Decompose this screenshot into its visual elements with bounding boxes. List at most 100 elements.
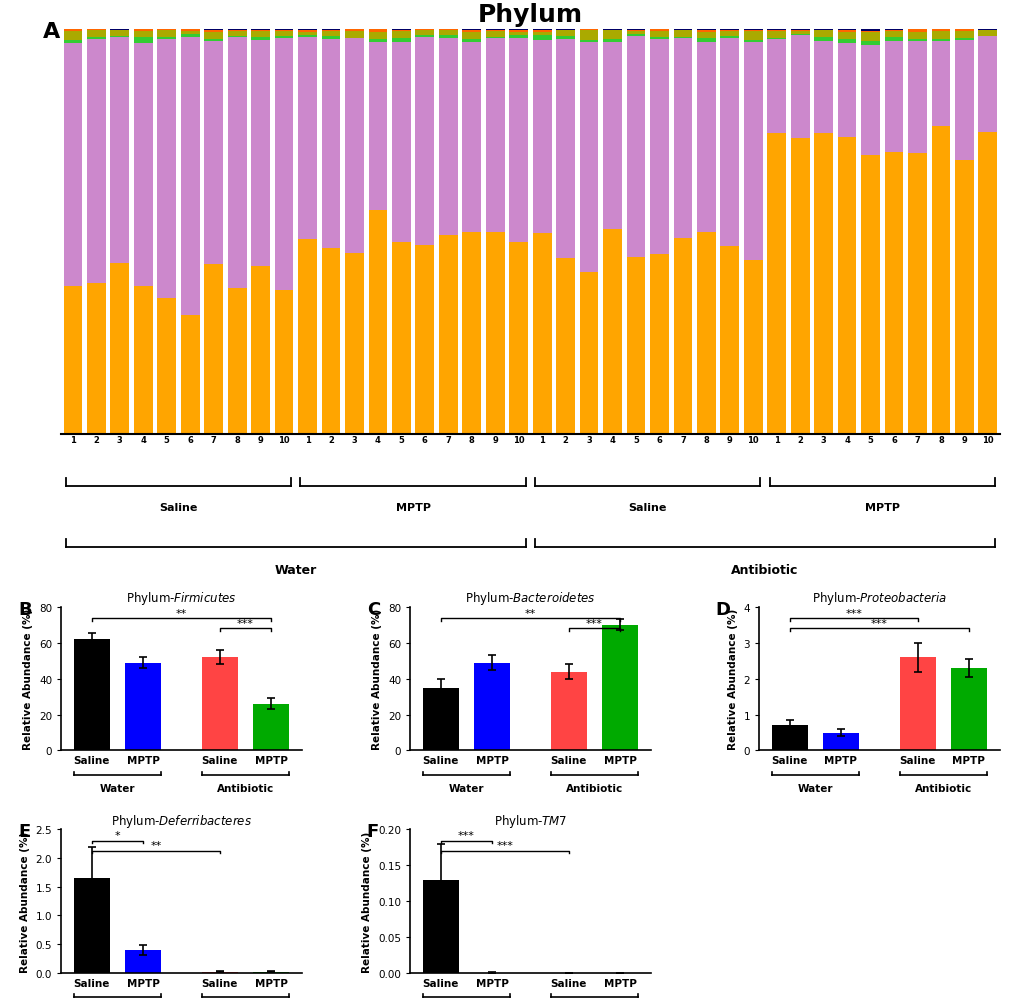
Bar [368,30,387,33]
Bar [157,299,176,434]
Bar [321,32,340,36]
Y-axis label: Relative Abundance (%): Relative Abundance (%) [20,830,30,972]
Text: *: * [114,830,120,841]
Bar [743,261,762,434]
Bar [462,33,481,40]
Bar [899,658,934,750]
Bar [474,663,510,750]
Bar [321,40,340,249]
Text: Antibiotic: Antibiotic [731,564,798,577]
Bar [860,46,879,155]
Bar [837,40,856,43]
Bar [649,38,668,40]
Bar [180,30,200,32]
Text: MPTP: MPTP [395,503,430,513]
Bar [274,37,293,38]
Bar [125,663,161,750]
Bar [626,36,645,258]
Text: Saline: Saline [628,503,666,513]
Text: Saline: Saline [159,503,198,513]
Bar [344,39,364,254]
Bar [602,43,622,231]
Bar [391,43,411,243]
Bar [626,32,645,35]
Bar [790,31,809,34]
Bar [227,289,247,434]
Bar [462,40,481,43]
Bar [274,291,293,434]
Bar [438,31,458,36]
Bar [157,31,176,38]
Bar [602,31,622,40]
Title: Phylum: Phylum [477,3,583,27]
Bar [771,725,807,750]
Bar [298,38,317,240]
Bar [110,264,129,434]
Bar [485,39,504,233]
Bar [673,39,692,239]
Bar [579,31,598,41]
Text: B: B [18,600,32,618]
Text: Antibiotic: Antibiotic [566,783,623,793]
Bar [743,40,762,43]
Bar [204,31,223,32]
Bar [368,212,387,434]
Bar [766,39,786,40]
Bar [696,233,715,434]
Text: ***: *** [845,608,861,618]
Bar [391,39,411,43]
Bar [696,39,715,43]
Bar [204,41,223,265]
Bar [110,38,129,264]
Bar [883,31,903,38]
Bar [415,31,434,36]
Title: Phylum-$\it{Deferribacteres}$: Phylum-$\it{Deferribacteres}$ [111,812,252,829]
Bar [133,287,153,434]
Bar [743,32,762,40]
Text: Water: Water [100,783,136,793]
Bar [649,30,668,32]
Bar [274,38,293,291]
Y-axis label: Relative Abundance (%): Relative Abundance (%) [362,830,372,972]
Bar [344,31,364,39]
Bar [719,247,739,434]
Bar [813,134,833,434]
Bar [423,688,459,750]
Bar [907,42,926,153]
Bar [673,31,692,38]
Bar [251,41,270,267]
Bar [74,879,110,973]
Bar [508,32,528,36]
Bar [930,127,950,434]
Text: Water: Water [274,564,317,577]
Title: Phylum-$\it{Bacteroidetes}$: Phylum-$\it{Bacteroidetes}$ [465,590,595,607]
Bar [977,31,997,37]
Bar [601,625,637,750]
Bar [977,132,997,434]
Bar [954,40,973,160]
Bar [954,32,973,38]
Bar [930,40,950,42]
Bar [438,236,458,434]
Bar [368,43,387,212]
Bar [227,37,247,289]
Bar [813,41,833,134]
Bar [860,155,879,434]
Bar [133,38,153,43]
Bar [274,32,293,37]
Bar [579,273,598,434]
Bar [696,31,715,32]
Bar [907,30,926,33]
Text: Antibiotic: Antibiotic [914,783,971,793]
Bar [696,32,715,39]
Bar [344,30,364,31]
Title: Phylum-$\it{TM7}$: Phylum-$\it{TM7}$ [493,812,567,829]
Bar [579,42,598,273]
Bar [954,160,973,434]
Bar [883,153,903,434]
Y-axis label: Relative Abundance (%): Relative Abundance (%) [23,609,34,749]
Bar [626,258,645,434]
Bar [485,233,504,434]
Text: Antibiotic: Antibiotic [217,783,274,793]
Text: D: D [715,600,730,618]
